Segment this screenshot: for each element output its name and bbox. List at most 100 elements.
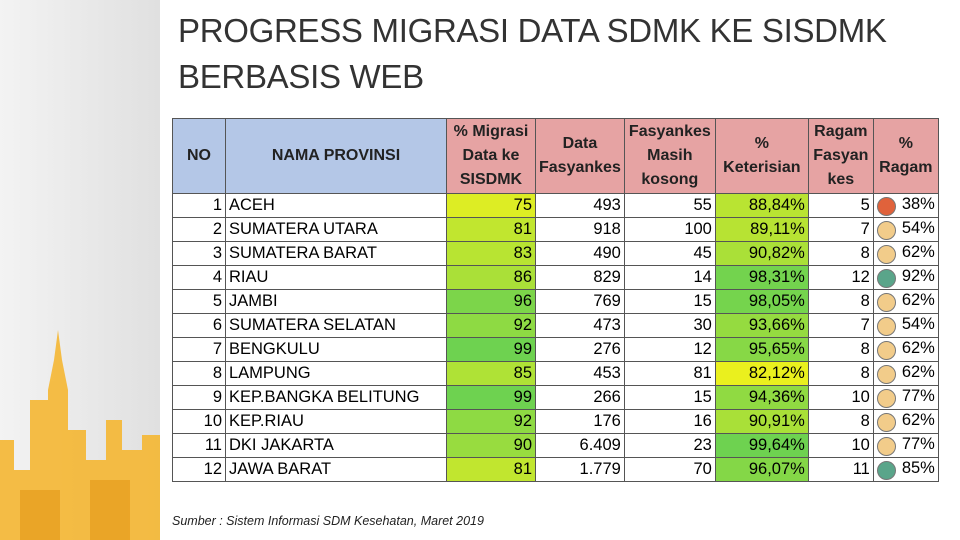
table-row: 6 SUMATERA SELATAN 92 473 30 93,66% 7 54% (172, 313, 939, 338)
table-cell: 100 (623, 217, 716, 242)
table-cell: 92 (446, 409, 536, 434)
cell-text: 77% (901, 435, 935, 453)
table-cell: 62% (872, 241, 939, 266)
table-cell: 81 (446, 457, 536, 482)
table-cell: 15 (623, 289, 716, 314)
cell-text: 92% (901, 267, 935, 285)
decoration (0, 0, 160, 540)
table-cell: ACEH (225, 193, 447, 218)
table-cell: 55 (623, 193, 716, 218)
table-cell: 62% (872, 409, 939, 434)
table-cell: 7 (807, 313, 874, 338)
table-cell: 85 (446, 361, 536, 386)
cell-text: 85% (901, 459, 935, 477)
data-table: NO NAMA PROVINSI% Migrasi Data ke SISDMK D… (172, 118, 939, 482)
table-cell: 62% (872, 289, 939, 314)
table-row: 11 DKI JAKARTA 90 6.409 23 99,64% 10 77% (172, 433, 939, 458)
cell-text: 38% (901, 195, 935, 213)
table-cell: 8 (807, 337, 874, 362)
table-cell: 9 (172, 385, 226, 410)
table-cell: 8 (807, 241, 874, 266)
table-cell: 829 (535, 265, 625, 290)
table-cell: 10 (807, 433, 874, 458)
table-cell: 45 (623, 241, 716, 266)
status-dot (876, 221, 896, 240)
status-dot (876, 437, 896, 456)
table-cell: 14 (623, 265, 716, 290)
table-cell: SUMATERA BARAT (225, 241, 447, 266)
status-dot (876, 269, 896, 288)
table-cell: 75 (446, 193, 536, 218)
table-cell: 86 (446, 265, 536, 290)
table-cell: 4 (172, 265, 226, 290)
table-cell: 1.779 (535, 457, 625, 482)
table-cell: KEP.BANGKA BELITUNG (225, 385, 447, 410)
table-cell: 3 (172, 241, 226, 266)
table-cell: 83 (446, 241, 536, 266)
column-header: % Migrasi Data ke SISDMK (446, 118, 536, 194)
table-cell: 82,12% (714, 361, 809, 386)
table-cell: 81 (446, 217, 536, 242)
status-dot (876, 389, 896, 408)
table-cell: 2 (172, 217, 226, 242)
table-cell: 85% (872, 457, 939, 482)
column-header: Data Fasyankes (535, 118, 625, 194)
table-cell: 490 (535, 241, 625, 266)
table-row: 3 SUMATERA BARAT 83 490 45 90,82% 8 62% (172, 241, 939, 266)
table-cell: 99 (446, 385, 536, 410)
table-cell: 12 (807, 265, 874, 290)
status-dot (876, 197, 896, 216)
table-cell: 92 (446, 313, 536, 338)
table-row: 7 BENGKULU 99 276 12 95,65% 8 62% (172, 337, 939, 362)
column-header: NAMA PROVINSI (225, 118, 447, 194)
table-row: 4 RIAU 86 829 14 98,31% 12 92% (172, 265, 939, 290)
table-row: 12 JAWA BARAT 81 1.779 70 96,07% 11 85% (172, 457, 939, 482)
table-row: 10 KEP.RIAU 92 176 16 90,91% 8 62% (172, 409, 939, 434)
table-cell: 93,66% (714, 313, 809, 338)
table-cell: 54% (872, 217, 939, 242)
status-dot (876, 413, 896, 432)
cell-text: 62% (901, 243, 935, 261)
table-cell: 90,82% (714, 241, 809, 266)
table-cell: 77% (872, 385, 939, 410)
status-dot (876, 341, 896, 360)
column-header: % Ragam (872, 118, 939, 194)
cell-text: 62% (901, 363, 935, 381)
table-cell: 266 (535, 385, 625, 410)
column-header: Fasyankes Masih kosong (623, 118, 716, 194)
table-cell: 8 (807, 361, 874, 386)
table-cell: 30 (623, 313, 716, 338)
table-row: 2 SUMATERA UTARA 81 918 100 89,11% 7 54% (172, 217, 939, 242)
table-cell: 10 (172, 409, 226, 434)
status-dot (876, 317, 896, 336)
table-row: 1 ACEH 75 493 55 88,84% 5 38% (172, 193, 939, 218)
table-cell: JAMBI (225, 289, 447, 314)
table-cell: 7 (172, 337, 226, 362)
table-cell: 10 (807, 385, 874, 410)
table-cell: 8 (172, 361, 226, 386)
table-cell: 15 (623, 385, 716, 410)
column-header: Ragam Fasyan kes (807, 118, 874, 194)
table-cell: LAMPUNG (225, 361, 447, 386)
table-cell: 7 (807, 217, 874, 242)
table-cell: 769 (535, 289, 625, 314)
table-cell: 6 (172, 313, 226, 338)
table-cell: 453 (535, 361, 625, 386)
table-cell: SUMATERA SELATAN (225, 313, 447, 338)
table-cell: 94,36% (714, 385, 809, 410)
table-cell: 38% (872, 193, 939, 218)
table-row: 9 KEP.BANGKA BELITUNG 99 266 15 94,36% 10 77% (172, 385, 939, 410)
table-cell: 90,91% (714, 409, 809, 434)
table-cell: SUMATERA UTARA (225, 217, 447, 242)
table-cell: 23 (623, 433, 716, 458)
column-header: NO (172, 118, 226, 194)
cell-text: 62% (901, 291, 935, 309)
table-cell: BENGKULU (225, 337, 447, 362)
status-dot (876, 461, 896, 480)
table-cell: 99,64% (714, 433, 809, 458)
table-cell: DKI JAKARTA (225, 433, 447, 458)
table-cell: 11 (807, 457, 874, 482)
table-cell: 77% (872, 433, 939, 458)
table-cell: JAWA BARAT (225, 457, 447, 482)
